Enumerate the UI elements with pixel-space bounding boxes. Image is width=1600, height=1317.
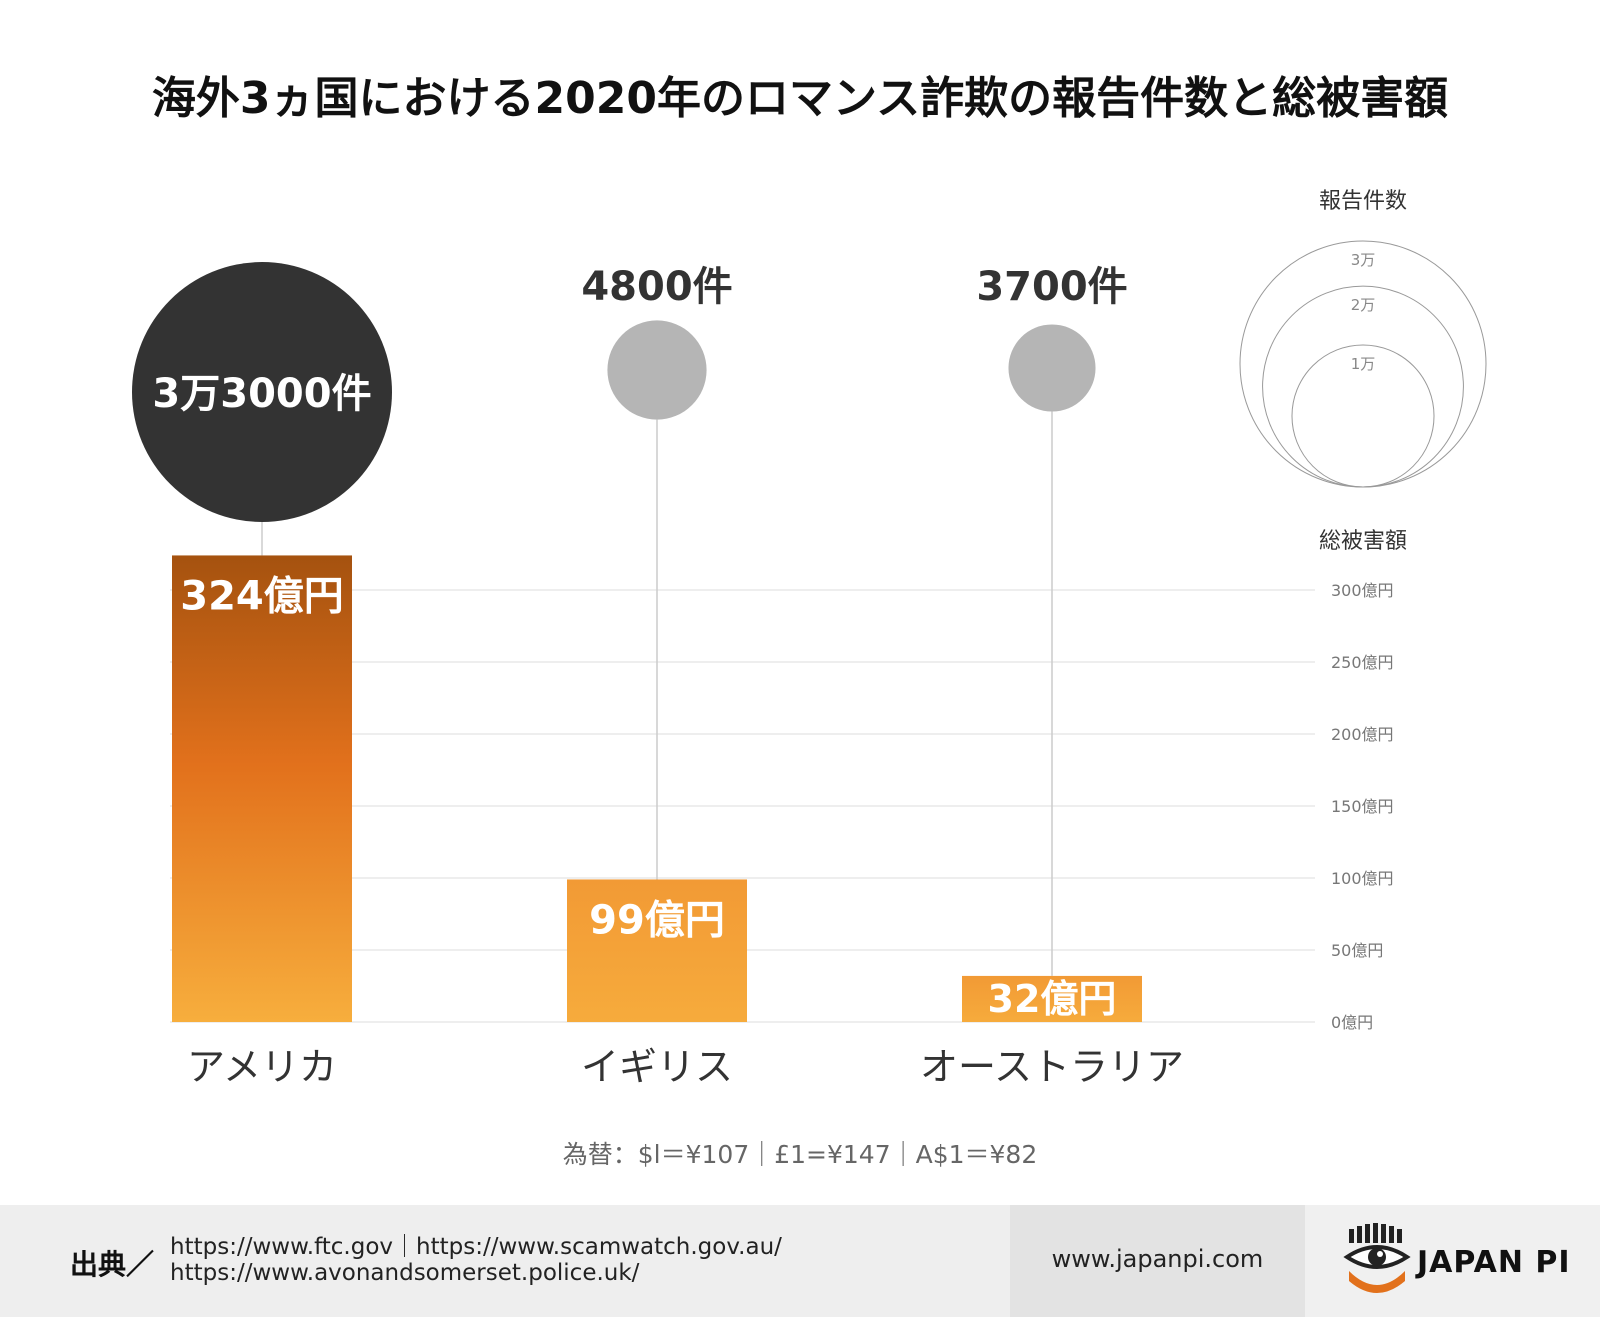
- report-count-bubble: [132, 262, 392, 522]
- footer: 出典／ https://www.ftc.gov｜https://www.scam…: [0, 1205, 1600, 1317]
- report-count-label: 3万3000件: [152, 371, 371, 417]
- size-legend-label: 3万: [1351, 251, 1376, 269]
- bubble-connectors: [261, 411, 1053, 976]
- source-label: 出典／: [70, 1248, 155, 1281]
- y-tick-label: 300億円: [1331, 581, 1394, 600]
- site-panel: www.japanpi.com: [1010, 1205, 1305, 1317]
- bar-value-label: 324億円: [180, 573, 344, 619]
- y-axis-ticks: 0億円 50億円 100億円 150億円 200億円 250億円 300億円: [1331, 581, 1394, 1032]
- source-links-line1[interactable]: https://www.ftc.gov｜https://www.scamwatc…: [170, 1234, 782, 1260]
- exchange-rate-note: 為替：$l＝¥107｜£1=¥147｜A$1＝¥82: [562, 1140, 1038, 1169]
- logo-panel: JAPAN PI: [1305, 1205, 1600, 1317]
- source-links-line2[interactable]: https://www.avonandsomerset.police.uk/: [170, 1260, 640, 1286]
- size-legend-circle: [1291, 344, 1435, 488]
- logo-text: JAPAN PI: [1417, 1245, 1571, 1280]
- bar-value-label: 99億円: [589, 897, 725, 943]
- x-axis-categories: アメリカ イギリス オーストラリア: [187, 1045, 1184, 1089]
- size-legend-label: 2万: [1351, 296, 1376, 314]
- y-tick-label: 0億円: [1331, 1013, 1373, 1032]
- bars: [172, 555, 1142, 1022]
- report-count-bubble: [1008, 324, 1096, 412]
- y-tick-label: 50億円: [1331, 941, 1383, 960]
- eye-logo-icon: [1343, 1223, 1411, 1293]
- size-legend-label: 1万: [1351, 355, 1376, 373]
- bar-value-label: 32億円: [988, 977, 1117, 1021]
- report-count-label: 4800件: [581, 264, 732, 310]
- size-legend-circle: [1262, 285, 1464, 488]
- size-legend-title: 報告件数: [1319, 189, 1407, 214]
- y-tick-label: 200億円: [1331, 725, 1394, 744]
- site-url-link[interactable]: www.japanpi.com: [1051, 1245, 1264, 1273]
- report-count-label: 3700件: [976, 264, 1127, 310]
- data-labels: 324億円 3万3000件 99億円 4800件 32億円 3700件: [152, 264, 1127, 1021]
- category-label: オーストラリア: [920, 1045, 1184, 1089]
- chart-title: 海外3ヵ国における2020年のロマンス詐欺の報告件数と総被害額: [151, 73, 1449, 124]
- y-tick-label: 100億円: [1331, 869, 1394, 888]
- category-label: アメリカ: [187, 1045, 337, 1089]
- report-count-bubble: [607, 320, 707, 420]
- amount-legend-title: 総被害額: [1319, 529, 1407, 554]
- y-tick-label: 150億円: [1331, 797, 1394, 816]
- bar: [172, 555, 352, 1022]
- bar: [962, 975, 1142, 1022]
- category-label: イギリス: [581, 1045, 733, 1089]
- bar: [567, 879, 747, 1022]
- y-tick-label: 250億円: [1331, 653, 1394, 672]
- bubbles: [132, 262, 1096, 522]
- bar-bubble-chart: 0億円 50億円 100億円 150億円 200億円 250億円 300億円 324億円 3万…: [132, 189, 1487, 1089]
